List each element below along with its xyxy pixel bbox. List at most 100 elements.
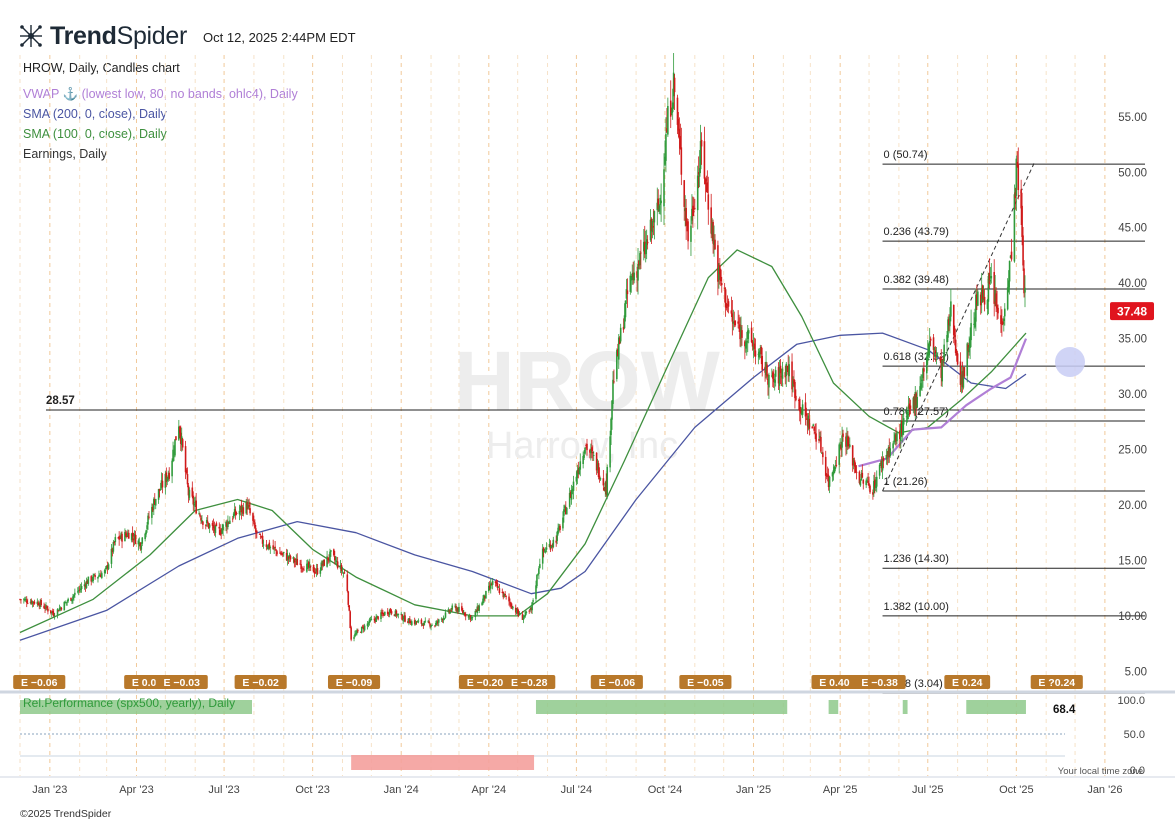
candle-body [797, 400, 800, 401]
candle-body [826, 474, 829, 476]
candle-body [828, 476, 831, 487]
candle-body [800, 413, 803, 415]
candle-body [631, 275, 634, 281]
candle-body [97, 576, 99, 579]
candle-body [447, 609, 450, 613]
candle-body [766, 364, 768, 377]
candle-body [565, 507, 568, 515]
indicator-sma100-label[interactable]: SMA (100, 0, close), Daily [23, 127, 167, 141]
candle-body [366, 623, 369, 627]
candle-body [1000, 315, 1002, 325]
candle-body [551, 544, 554, 546]
candle-body [900, 423, 902, 442]
candle-body [827, 475, 830, 488]
candle-body [643, 241, 646, 255]
candle-body [915, 393, 918, 406]
candle-body [354, 633, 356, 637]
candle-body [208, 524, 211, 528]
candle-body [343, 572, 346, 574]
candle-body [725, 304, 728, 309]
candle-body [710, 207, 712, 234]
candle-body [893, 440, 895, 442]
price-axis[interactable]: 55.00 50.00 45.00 40.00 35.00 30.00 25.00 20.00… [1118, 112, 1147, 679]
candle-body [979, 294, 982, 306]
candle-body [77, 590, 80, 591]
indicator-sma200-label[interactable]: SMA (200, 0, close), Daily [23, 107, 167, 121]
candle-body [1002, 321, 1004, 324]
candle-body [475, 610, 478, 612]
candle-body [408, 618, 410, 623]
candle-body [31, 601, 34, 605]
candle-body [140, 545, 143, 550]
candle-body [757, 353, 760, 355]
candle-body [80, 586, 83, 589]
candle-body [744, 341, 746, 347]
candle-body [191, 487, 194, 497]
candle-body [187, 485, 190, 496]
candle-body [464, 614, 467, 617]
indicator-earnings-label[interactable]: Earnings, Daily [23, 147, 108, 161]
candle-body [835, 465, 838, 466]
candle-body [657, 198, 660, 209]
candle-body [268, 542, 271, 549]
candle-body [32, 601, 35, 603]
candle-body [997, 307, 999, 314]
candle-body [444, 612, 447, 618]
candle-body [975, 294, 977, 322]
candle-body [327, 557, 329, 561]
candle-body [441, 618, 444, 621]
candle-body [772, 378, 775, 383]
candle-body [346, 574, 349, 592]
earnings-badge [458, 675, 512, 689]
candle-body [397, 613, 400, 615]
candle-body [1003, 318, 1005, 321]
time-axis[interactable]: Jan '23 Apr '23 Jul '23 Oct '23 Jan '24 Apr '… [0, 776, 1175, 796]
candle-body [87, 576, 90, 584]
candle-body [691, 208, 693, 221]
candle-body [204, 524, 207, 526]
candle-body [33, 601, 36, 604]
candle-body [431, 624, 433, 626]
candle-body [596, 463, 599, 470]
candle-body [174, 439, 176, 456]
candle-body [989, 279, 992, 282]
candle-body [1023, 268, 1025, 294]
candle-body [151, 506, 153, 518]
candle-body [188, 489, 191, 498]
candle-body [973, 323, 975, 325]
candle-body [874, 484, 877, 489]
candle-body [887, 447, 890, 457]
candle-body [947, 319, 949, 338]
candle-body [78, 588, 81, 590]
candle-body [57, 610, 60, 612]
candle-body [113, 541, 116, 544]
candle-body [295, 558, 298, 561]
candle-body [19, 599, 21, 600]
earnings-badge-label: E 0.40 [819, 677, 850, 689]
candle-body [313, 571, 316, 574]
candle-body [112, 542, 115, 552]
candle-body [301, 567, 303, 569]
candle-body [670, 111, 673, 113]
candle-body [227, 521, 229, 528]
candle-body [485, 590, 487, 599]
candle-body [658, 205, 660, 212]
candle-body [321, 564, 324, 566]
candle-body [767, 379, 769, 385]
candle-body [349, 611, 351, 629]
candle-body [282, 552, 285, 554]
candle-body [896, 433, 898, 442]
candle-body [982, 298, 985, 301]
candle-body [913, 396, 916, 410]
candle-body [731, 313, 734, 322]
earnings-badge-label: E 0.24 [952, 677, 983, 689]
indicator-vwap-label[interactable]: VWAP ⚓ (lowest low, 80, no bands, ohlc4)… [23, 87, 298, 101]
candle-body [463, 613, 466, 616]
candle-body [894, 434, 896, 443]
candle-body [159, 489, 162, 491]
candle-body [538, 568, 540, 574]
candle-body [347, 591, 350, 605]
candle-body [146, 525, 148, 530]
candle-body [824, 456, 827, 476]
